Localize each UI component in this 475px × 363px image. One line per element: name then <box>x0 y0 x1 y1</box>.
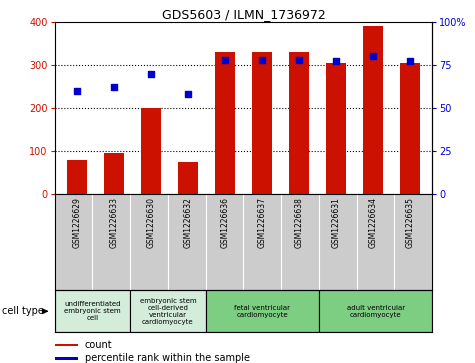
Bar <box>55 344 78 347</box>
Point <box>332 58 340 64</box>
Bar <box>289 52 309 194</box>
Text: adult ventricular
cardiomyocyte: adult ventricular cardiomyocyte <box>347 305 405 318</box>
Point <box>73 88 81 94</box>
Text: GSM1226630: GSM1226630 <box>146 197 155 248</box>
Bar <box>130 290 206 332</box>
Bar <box>178 162 198 194</box>
Point <box>221 57 229 62</box>
Text: percentile rank within the sample: percentile rank within the sample <box>85 353 249 363</box>
Text: GSM1226633: GSM1226633 <box>109 197 118 248</box>
Text: GSM1226638: GSM1226638 <box>294 197 304 248</box>
Point <box>369 53 377 59</box>
Text: GSM1226637: GSM1226637 <box>257 197 266 248</box>
Point <box>295 57 303 62</box>
Bar <box>400 63 420 194</box>
Point <box>406 58 414 64</box>
Bar <box>55 290 130 332</box>
Title: GDS5603 / ILMN_1736972: GDS5603 / ILMN_1736972 <box>162 8 325 21</box>
Text: fetal ventricular
cardiomyocyte: fetal ventricular cardiomyocyte <box>234 305 290 318</box>
Bar <box>326 63 346 194</box>
Text: GSM1226636: GSM1226636 <box>220 197 229 248</box>
Text: undifferentiated
embryonic stem
cell: undifferentiated embryonic stem cell <box>64 301 121 321</box>
Point <box>147 70 155 76</box>
Text: GSM1226629: GSM1226629 <box>72 197 81 248</box>
Bar <box>215 52 235 194</box>
Bar <box>66 160 87 194</box>
Bar <box>55 357 78 360</box>
Bar <box>252 52 272 194</box>
Text: GSM1226635: GSM1226635 <box>406 197 415 248</box>
Bar <box>141 108 161 194</box>
Text: GSM1226632: GSM1226632 <box>183 197 192 248</box>
Point <box>258 57 266 62</box>
Text: GSM1226631: GSM1226631 <box>332 197 341 248</box>
Text: count: count <box>85 340 112 350</box>
Point <box>110 84 118 90</box>
Text: embryonic stem
cell-derived
ventricular
cardiomyocyte: embryonic stem cell-derived ventricular … <box>140 298 196 325</box>
Bar <box>319 290 432 332</box>
Bar <box>104 153 124 194</box>
Point <box>184 91 192 97</box>
Bar <box>363 26 383 194</box>
Text: GSM1226634: GSM1226634 <box>369 197 378 248</box>
Bar <box>206 290 319 332</box>
Text: cell type: cell type <box>2 306 44 316</box>
